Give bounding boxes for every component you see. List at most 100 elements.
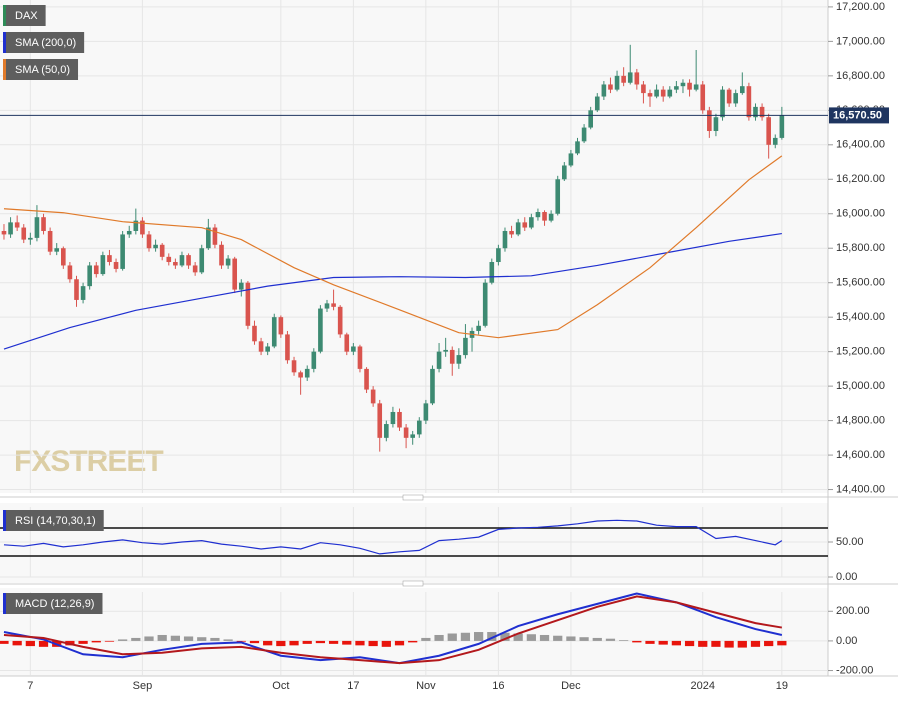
candle-body bbox=[713, 117, 719, 132]
histogram-bar bbox=[302, 640, 312, 644]
indicator-line bbox=[3, 232, 782, 350]
legend-box bbox=[3, 593, 103, 614]
candle-body bbox=[173, 262, 178, 266]
candle-body bbox=[304, 368, 310, 378]
histogram-bar bbox=[236, 640, 246, 642]
histogram-bar bbox=[579, 637, 589, 641]
candle-body bbox=[403, 427, 409, 438]
candle-body bbox=[107, 255, 112, 263]
histogram-bar bbox=[12, 640, 22, 646]
candle-body bbox=[28, 237, 33, 240]
y-tick-label: 15,600.00 bbox=[836, 277, 885, 289]
candle-body bbox=[271, 317, 277, 347]
legend-entry: DAX bbox=[3, 5, 46, 26]
candle-body bbox=[733, 93, 739, 104]
candle-body bbox=[515, 222, 521, 235]
histogram-bar bbox=[632, 640, 642, 643]
candle-body bbox=[265, 346, 270, 352]
histogram-bar bbox=[711, 640, 721, 647]
candle-body bbox=[627, 72, 633, 83]
histogram-bar bbox=[104, 640, 115, 642]
histogram-bar bbox=[671, 640, 681, 646]
candle-body bbox=[390, 411, 396, 425]
candle-body bbox=[772, 137, 778, 145]
candle-body bbox=[80, 286, 86, 300]
histogram-bar bbox=[263, 640, 273, 646]
y-tick-label: 14,600.00 bbox=[836, 449, 885, 461]
candle-body bbox=[746, 86, 752, 118]
candle-body bbox=[370, 389, 376, 404]
candle-body bbox=[601, 84, 607, 97]
histogram-bar bbox=[289, 640, 299, 646]
candle-body bbox=[779, 115, 785, 138]
candle-body bbox=[641, 84, 646, 94]
candle-body bbox=[476, 325, 481, 331]
x-tick-label: 7 bbox=[27, 680, 33, 692]
histogram-bar bbox=[658, 640, 668, 645]
histogram-bar bbox=[500, 632, 510, 641]
y-tick-label: 200.00 bbox=[836, 605, 870, 617]
y-tick-label: 15,800.00 bbox=[836, 242, 885, 254]
candle-body bbox=[562, 165, 567, 180]
candle-body bbox=[667, 89, 673, 97]
candle-body bbox=[351, 346, 356, 352]
candle-body bbox=[542, 212, 547, 221]
histogram-bar bbox=[645, 640, 655, 644]
y-tick-label: 0.00 bbox=[836, 635, 857, 647]
candle-body bbox=[61, 248, 66, 266]
candle-body bbox=[489, 262, 495, 283]
histogram-bar bbox=[249, 640, 260, 644]
histogram-bar bbox=[592, 637, 602, 641]
histogram-bar bbox=[183, 636, 194, 641]
y-tick-label: 14,400.00 bbox=[836, 483, 885, 495]
candle-body bbox=[416, 420, 422, 435]
resize-handle[interactable] bbox=[402, 580, 424, 587]
candle-body bbox=[331, 303, 336, 307]
x-tick-label: Sep bbox=[133, 680, 153, 692]
legend-label: SMA (200,0) bbox=[15, 37, 76, 49]
candle-body bbox=[674, 86, 679, 90]
candle-body bbox=[482, 282, 488, 326]
candle-body bbox=[192, 265, 198, 273]
candle-body bbox=[680, 82, 686, 87]
candle-body bbox=[225, 258, 231, 266]
histogram-bar bbox=[0, 640, 9, 644]
histogram-bar bbox=[342, 640, 352, 645]
candle-body bbox=[1, 230, 7, 235]
candle-body bbox=[522, 222, 528, 228]
histogram-bar bbox=[553, 635, 563, 641]
resize-handle[interactable] bbox=[402, 494, 424, 501]
indicator-line bbox=[3, 155, 783, 339]
legend-label: MACD (12,26,9) bbox=[15, 598, 94, 610]
y-tick-label: 16,800.00 bbox=[836, 70, 885, 82]
candle-body bbox=[120, 234, 125, 269]
histogram-bar bbox=[513, 633, 523, 641]
histogram-bar bbox=[408, 640, 418, 643]
legend-box bbox=[3, 32, 85, 53]
candle-body bbox=[594, 96, 600, 111]
candle-body bbox=[159, 244, 165, 257]
candle-body bbox=[720, 89, 725, 118]
candle-body bbox=[238, 282, 244, 290]
candle-body bbox=[364, 368, 369, 390]
candle-body bbox=[726, 89, 732, 104]
candle-body bbox=[456, 355, 462, 364]
candle-body bbox=[687, 82, 692, 90]
histogram-bar bbox=[421, 637, 431, 641]
candle-body bbox=[219, 244, 224, 266]
histogram-bar bbox=[368, 640, 378, 647]
histogram-bar bbox=[526, 634, 536, 641]
y-tick-label: 0.00 bbox=[836, 571, 857, 583]
candle-body bbox=[568, 153, 574, 166]
y-tick-label: 16,000.00 bbox=[836, 208, 885, 220]
candle-body bbox=[397, 411, 402, 428]
candle-body bbox=[344, 334, 350, 352]
candle-body bbox=[186, 255, 191, 266]
candle-body bbox=[258, 341, 264, 352]
histogram-bar bbox=[355, 640, 365, 646]
histogram-bar bbox=[118, 639, 128, 641]
y-tick-label: -200.00 bbox=[836, 664, 873, 676]
candle-body bbox=[436, 351, 442, 369]
candle-body bbox=[423, 403, 429, 421]
histogram-bar bbox=[619, 640, 629, 641]
